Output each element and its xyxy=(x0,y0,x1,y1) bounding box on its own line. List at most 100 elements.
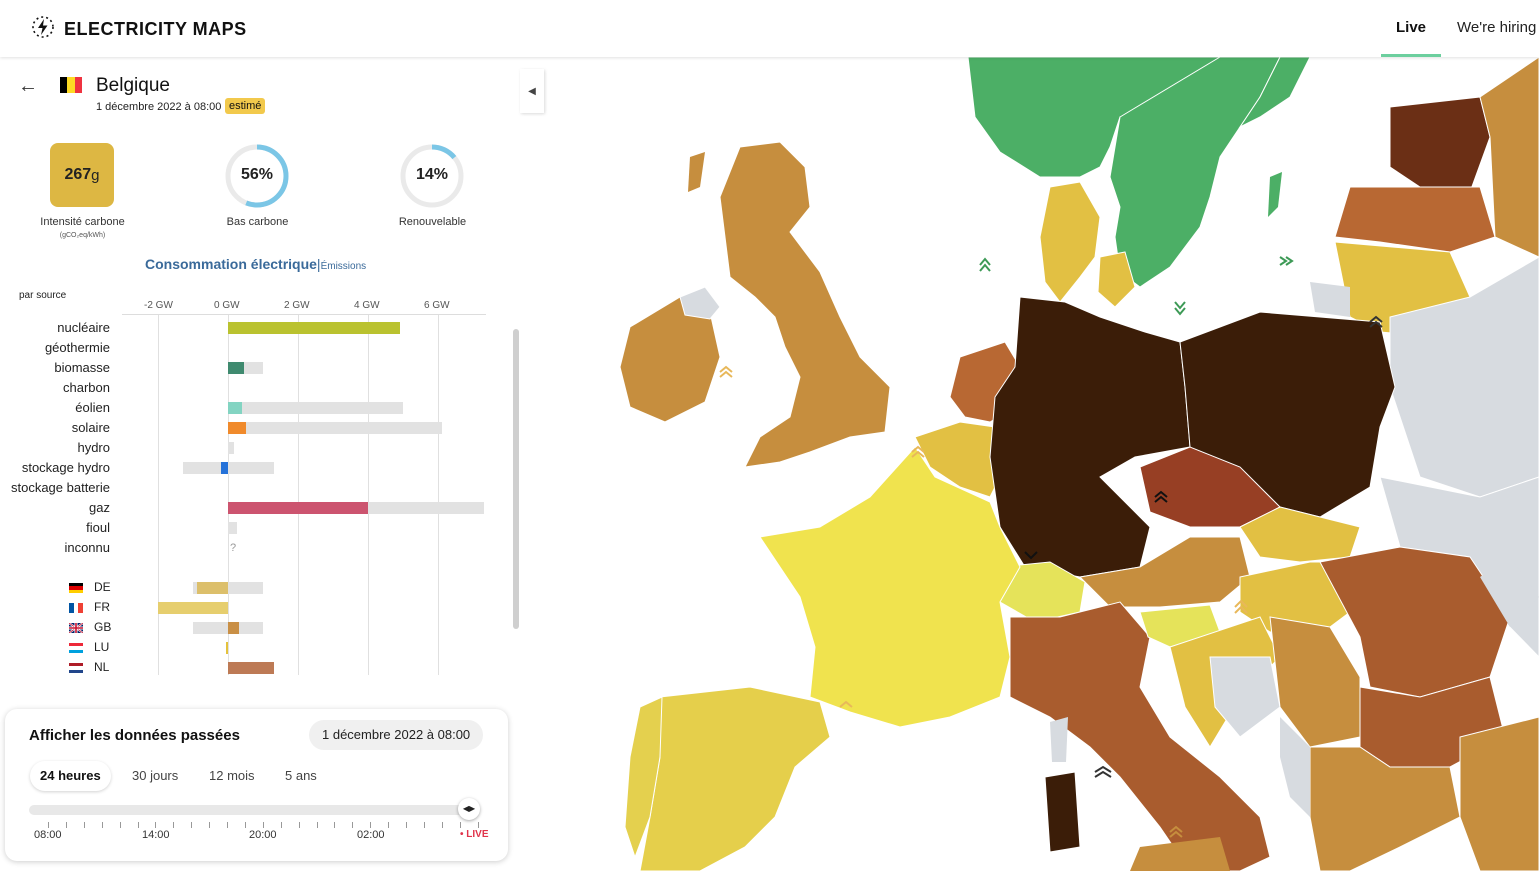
source-label: hydro xyxy=(77,440,110,455)
tab-5-years[interactable]: 5 ans xyxy=(285,768,317,783)
collapse-panel-button[interactable]: ◀ xyxy=(520,69,544,113)
time-tick xyxy=(441,822,443,828)
map-region-moldova xyxy=(1480,557,1539,627)
nav-hiring-link[interactable]: We're hiring xyxy=(1457,19,1537,36)
flag-nl-icon xyxy=(69,663,83,673)
exchange-country-label: GB xyxy=(94,620,112,634)
production-bar[interactable] xyxy=(228,502,368,514)
capacity-bar xyxy=(182,462,274,474)
renewable-value: 14% xyxy=(415,166,449,183)
axis-gridline xyxy=(298,315,299,675)
source-label: nucléaire xyxy=(57,320,110,335)
exchange-bar[interactable] xyxy=(226,642,229,654)
tick-label-0800: 08:00 xyxy=(34,829,62,841)
app-logo[interactable]: ELECTRICITY MAPS xyxy=(30,14,247,45)
estimated-badge: estimé xyxy=(225,98,266,114)
tab-consumption[interactable]: Consommation électrique xyxy=(145,256,317,272)
unknown-marker: ? xyxy=(230,542,237,554)
exchange-bar[interactable] xyxy=(196,582,228,594)
time-tick xyxy=(191,822,193,828)
time-tick xyxy=(155,822,157,828)
production-bar[interactable] xyxy=(228,322,400,334)
carbon-intensity-value: 267 xyxy=(64,166,92,183)
live-indicator[interactable]: • LIVE xyxy=(460,829,489,840)
map-region-france xyxy=(759,446,1021,728)
time-tick xyxy=(423,822,425,828)
production-bar[interactable] xyxy=(228,422,246,434)
map-region-turkey xyxy=(1459,716,1539,871)
capacity-bar xyxy=(228,522,237,534)
exchange-bar[interactable] xyxy=(228,622,239,634)
tab-12-months[interactable]: 12 mois xyxy=(209,768,255,783)
tab-30-days[interactable]: 30 jours xyxy=(132,768,179,783)
source-label: stockage batterie xyxy=(10,480,110,495)
production-bar[interactable] xyxy=(228,362,244,374)
renewable-ring xyxy=(400,144,464,208)
carbon-intensity-map[interactable] xyxy=(520,57,1539,871)
flag-de-icon xyxy=(69,583,83,593)
tick-label-0200: 02:00 xyxy=(357,829,385,841)
map-region-finland xyxy=(1238,57,1311,129)
top-navigation-bar: ELECTRICITY MAPS Live We're hiring xyxy=(0,0,1539,57)
time-tick xyxy=(262,822,264,828)
map-region-kaliningrad xyxy=(1310,282,1350,317)
map-region-denmark-east xyxy=(1097,251,1136,308)
axis-line xyxy=(122,314,486,315)
time-slider-track[interactable] xyxy=(29,805,469,815)
time-tick xyxy=(137,822,139,828)
capacity-bar xyxy=(228,422,442,434)
time-controller-title: Afficher les données passées xyxy=(29,727,240,744)
axis-tick-label: -2 GW xyxy=(144,300,173,311)
flag-gb-icon xyxy=(69,623,83,633)
axis-gridline xyxy=(368,315,369,675)
time-tick xyxy=(227,822,228,828)
chevron-left-icon: ◀ xyxy=(528,85,536,97)
exchange-bar[interactable] xyxy=(228,662,274,674)
source-label: éolien xyxy=(75,400,110,415)
lightning-logo-icon xyxy=(30,14,56,45)
tab-separator: | xyxy=(316,256,321,272)
tab-24-hours[interactable]: 24 heures xyxy=(30,761,111,791)
source-label: fioul xyxy=(86,520,110,535)
exchange-country-label: FR xyxy=(94,600,110,614)
time-tick xyxy=(406,822,407,828)
chart-tabs: Consommation électrique|Émissions xyxy=(145,256,366,272)
source-label: charbon xyxy=(63,380,110,395)
map-region-germany xyxy=(989,296,1191,578)
map-region-finland-south xyxy=(1479,57,1539,258)
by-source-label: par source xyxy=(19,290,67,301)
time-tick xyxy=(209,822,211,828)
time-tick xyxy=(298,822,300,828)
source-label: inconnu xyxy=(64,540,110,555)
axis-tick-label: 6 GW xyxy=(424,300,450,311)
exchange-country-label: NL xyxy=(94,660,110,674)
nav-live-active-indicator xyxy=(1381,54,1441,57)
panel-scrollbar[interactable] xyxy=(513,329,519,629)
back-arrow-icon[interactable]: ← xyxy=(18,75,38,97)
low-carbon-label: Bas carbone xyxy=(226,216,289,228)
map-region-latvia xyxy=(1334,186,1496,253)
production-bar[interactable] xyxy=(221,462,228,474)
date-pill[interactable]: 1 décembre 2022 à 08:00 xyxy=(309,720,484,750)
tab-emissions[interactable]: Émissions xyxy=(320,261,367,272)
exchange-arrows xyxy=(719,256,1383,838)
map-region-italy xyxy=(1009,601,1271,871)
time-tick xyxy=(65,822,67,828)
exchange-country-label: DE xyxy=(94,580,111,594)
map-region-spain xyxy=(639,686,831,871)
exchange-bar[interactable] xyxy=(158,602,228,614)
map-region-albania xyxy=(1280,717,1310,817)
carbon-intensity-label: Intensité carbone xyxy=(40,216,125,228)
capacity-bar xyxy=(228,442,235,454)
map-region-great-britain xyxy=(719,141,891,468)
time-slider-handle[interactable]: ◀▶ xyxy=(458,798,480,820)
time-tick xyxy=(370,822,372,828)
map-region-portugal xyxy=(624,696,663,859)
carbon-intensity-unit: g xyxy=(91,166,100,184)
nav-live-link[interactable]: Live xyxy=(1396,19,1427,36)
source-label: biomasse xyxy=(54,360,110,375)
zone-datetime: 1 décembre 2022 à 08:00 xyxy=(96,101,222,113)
production-bar[interactable] xyxy=(228,402,242,414)
capacity-bar xyxy=(228,402,403,414)
source-label: géothermie xyxy=(44,340,110,355)
